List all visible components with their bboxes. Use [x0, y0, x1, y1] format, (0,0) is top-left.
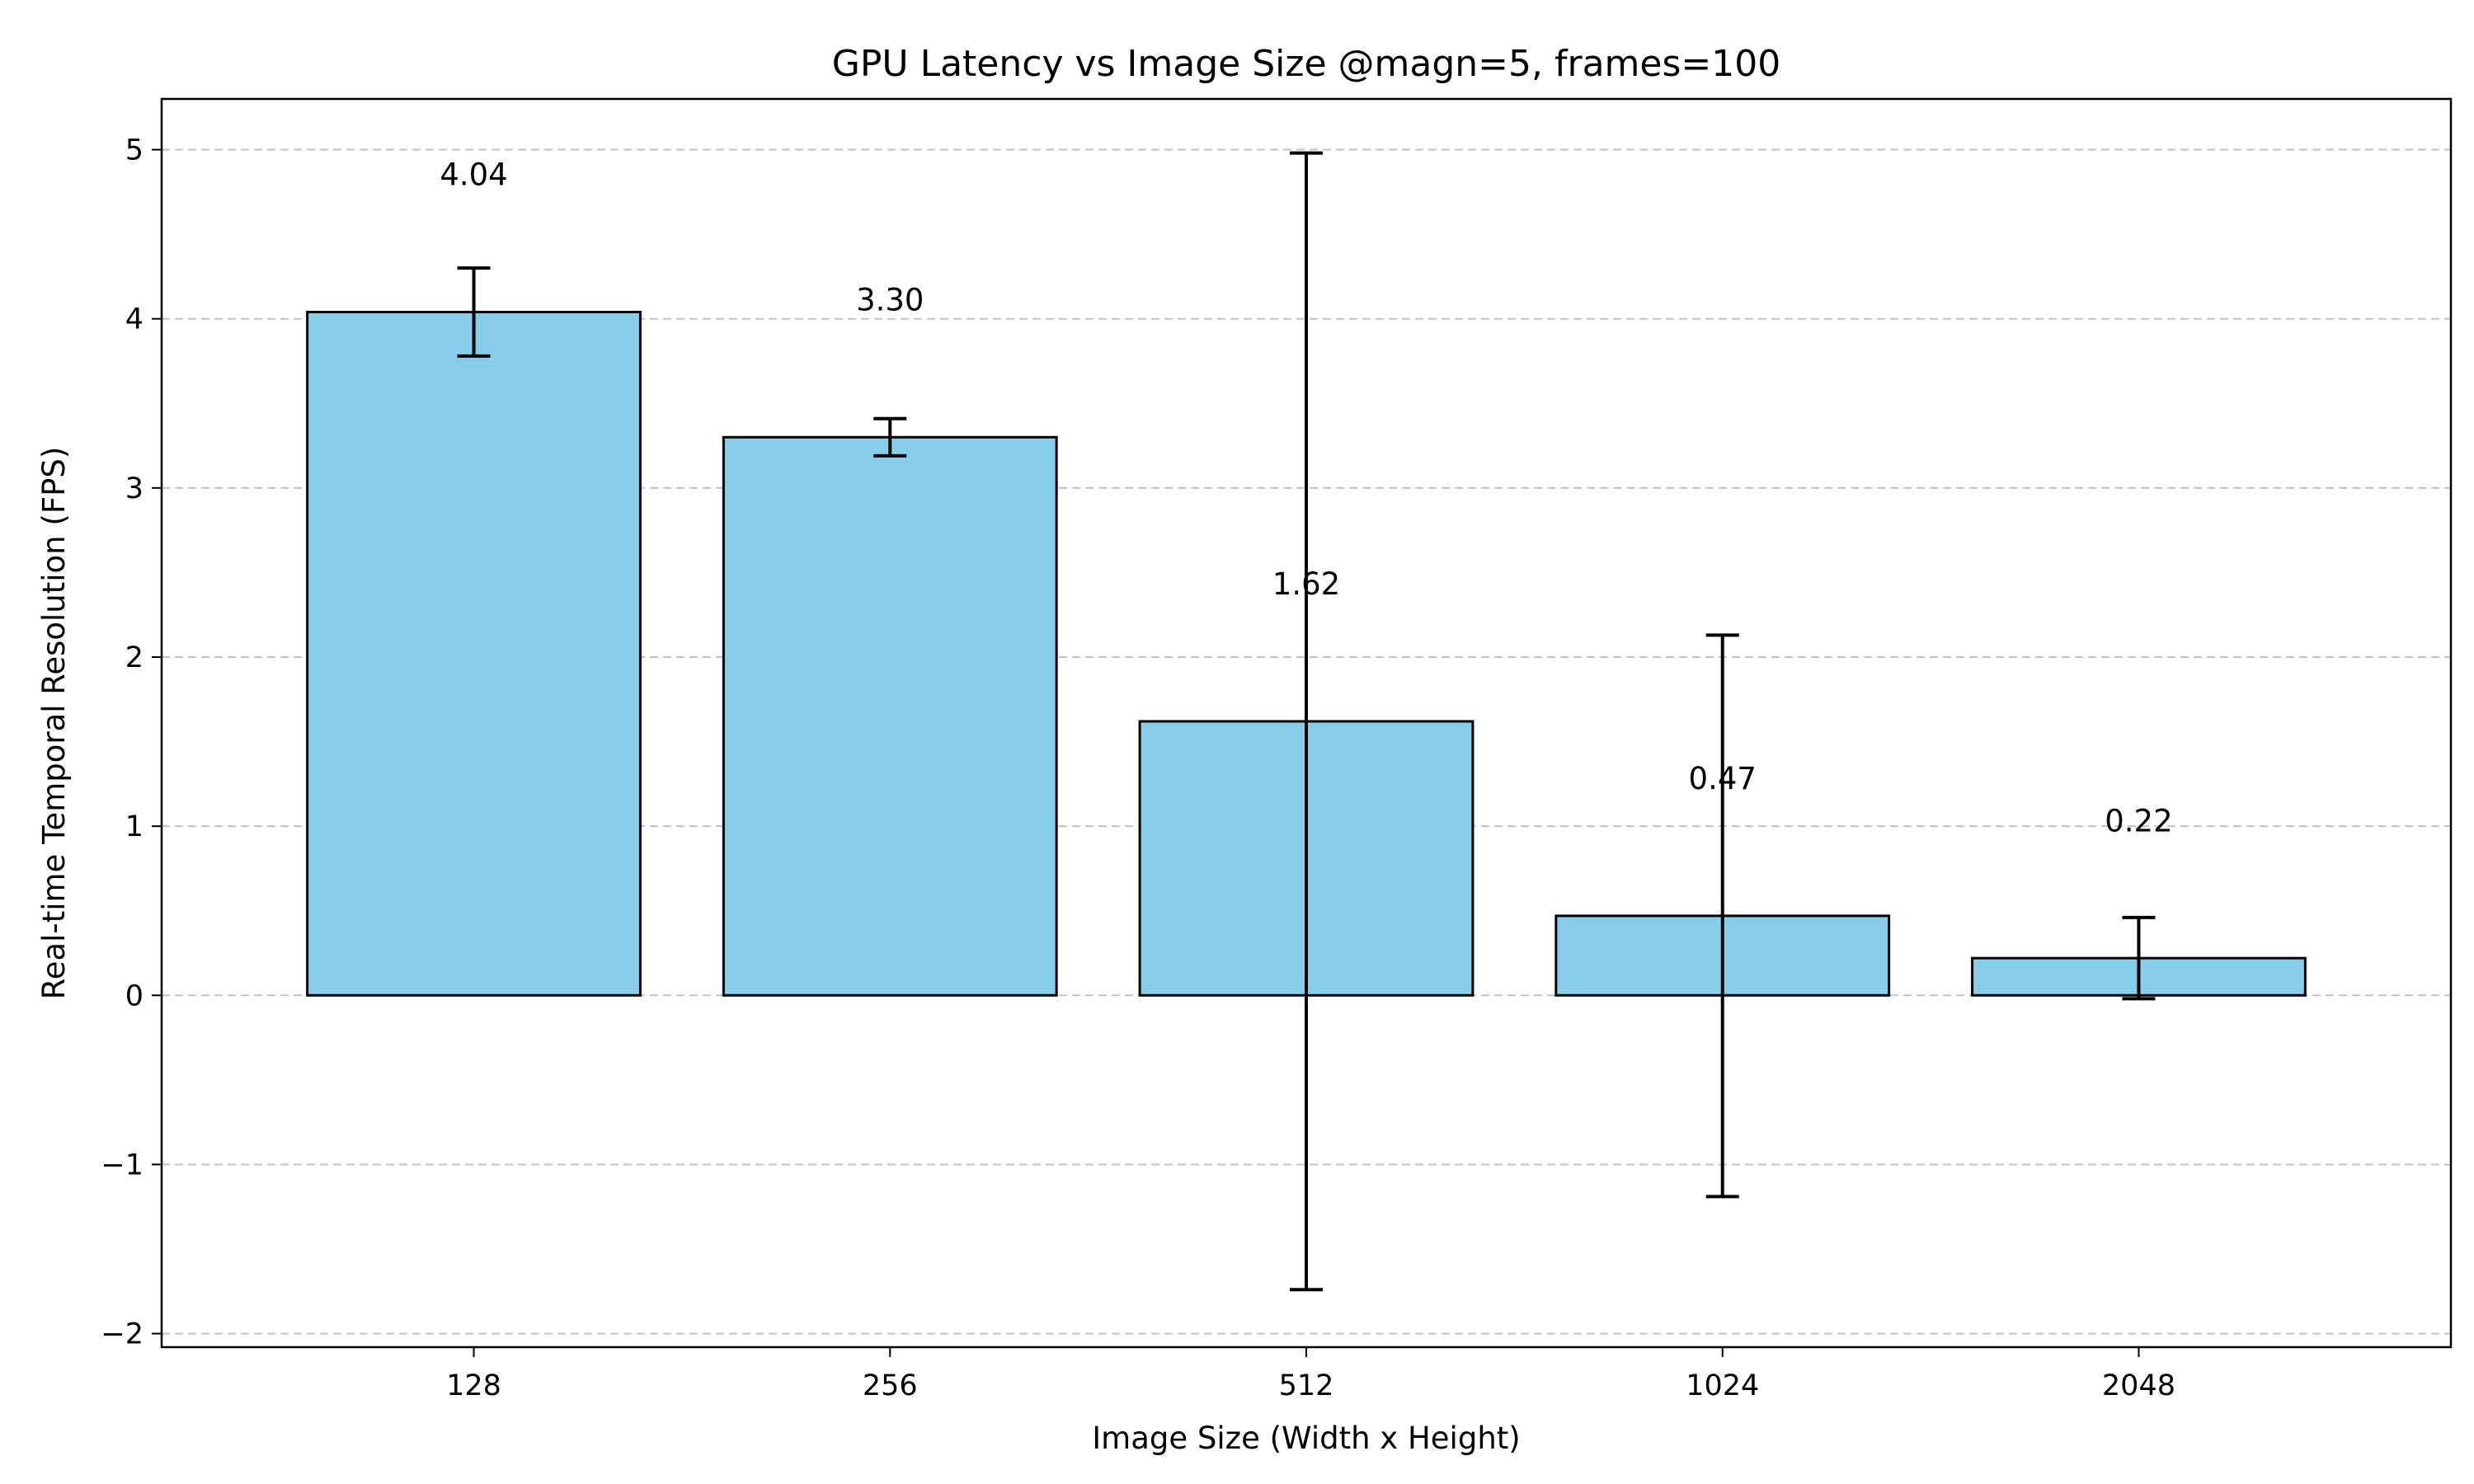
y-tick-label: 0: [125, 979, 143, 1012]
error-bar-1024: [1705, 633, 1739, 1199]
y-tick-label: 2: [125, 641, 143, 674]
x-tick-label: 512: [1279, 1369, 1334, 1402]
y-tick-label: 4: [125, 303, 143, 336]
x-tick-label: 256: [863, 1369, 918, 1402]
value-label-256: 3.30: [856, 282, 924, 317]
error-bar-256: [873, 416, 907, 458]
value-label-128: 4.04: [440, 157, 507, 193]
value-label-1024: 0.47: [1689, 761, 1757, 796]
y-axis-ticks: −2 −1 0 1 2 3 4 5: [101, 134, 162, 1351]
bar-128: [306, 310, 642, 997]
error-bar-128: [457, 266, 491, 358]
y-tick-label: −2: [101, 1318, 143, 1351]
value-labels: 4.04 3.30 1.62 0.47 0.22: [440, 157, 2172, 839]
y-tick-label: 3: [125, 472, 143, 505]
y-tick-label: 1: [125, 810, 143, 843]
error-bars: [457, 151, 2156, 1292]
error-bar-2048: [2122, 915, 2156, 1001]
x-axis-label: Image Size (Width x Height): [1092, 1421, 1520, 1456]
y-axis-label: Real-time Temporal Resolution (FPS): [36, 447, 72, 1000]
x-tick-label: 2048: [2102, 1369, 2175, 1402]
value-label-512: 1.62: [1272, 566, 1340, 602]
x-tick-label: 128: [446, 1369, 501, 1402]
value-label-2048: 0.22: [2105, 803, 2172, 838]
chart-title: GPU Latency vs Image Size @magn=5, frame…: [832, 43, 1781, 85]
y-tick-label: −1: [101, 1148, 143, 1181]
error-bar-512: [1290, 151, 1323, 1292]
bar-256: [722, 435, 1058, 997]
x-tick-label: 1024: [1686, 1369, 1759, 1402]
y-tick-label: 5: [125, 134, 143, 167]
x-axis-ticks: 128 256 512 1024 2048: [446, 1347, 2175, 1402]
